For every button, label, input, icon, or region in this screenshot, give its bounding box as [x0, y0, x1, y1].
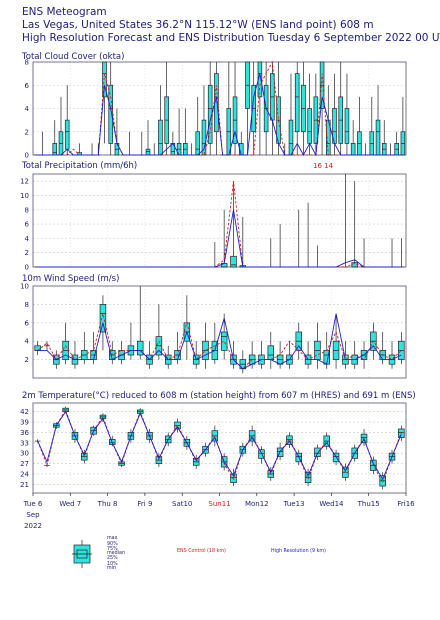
panel-title: 2m Temperature(°C) reduced to 608 m (sta…: [22, 391, 416, 401]
y-tick-label: 42: [20, 408, 29, 416]
y-tick-label: 39: [20, 419, 29, 427]
x-day-label: Thu 8: [97, 500, 118, 508]
y-tick-label: 8: [25, 206, 29, 214]
ens-box: [267, 345, 275, 360]
ens-box: [158, 119, 163, 156]
panel-3: 10m Wind Speed (m/s) 2 4 6 8 10: [20, 274, 407, 379]
y-tick-label: 8: [25, 59, 29, 67]
panel-2: Total Precipitation (mm/6h) 0 2 4 6 8 10 12 16 1…: [20, 161, 407, 272]
hres-line: [37, 209, 402, 268]
ens-box: [195, 131, 201, 156]
panel-frame: [32, 285, 407, 379]
y-tick-label: 10: [20, 192, 29, 200]
forecast-line: High Resolution Forecast and ENS Distrib…: [22, 32, 440, 44]
ens-box: [230, 255, 237, 268]
ens-box: [350, 143, 356, 156]
panel-4: 2m Temperature(°C) reduced to 608 m (sta…: [20, 391, 416, 494]
legend-label: max: [107, 536, 118, 541]
y-tick-label: 6: [25, 82, 30, 90]
ens-box: [99, 304, 107, 333]
y-tick-label: 6: [25, 319, 30, 327]
panel-frame: [32, 61, 407, 156]
ens-box: [136, 340, 144, 356]
x-day-label: Thu15: [357, 500, 380, 508]
ens-box: [145, 148, 151, 156]
ens-control-line: [37, 313, 402, 370]
ens-box: [314, 447, 321, 458]
legend-label: 10%: [107, 561, 118, 567]
y-tick-label: 2: [25, 249, 29, 257]
hres-line: [36, 73, 403, 157]
ens-box: [34, 345, 41, 351]
x-day-label: Wed 7: [59, 500, 81, 508]
x-day-label: Tue 6: [23, 500, 43, 508]
ens-box: [64, 119, 70, 150]
ens-box: [220, 331, 228, 351]
hres-line: [37, 313, 402, 370]
ens-box: [344, 108, 350, 144]
x-month-label: Sep: [26, 511, 40, 519]
y-tick-label: 21: [20, 481, 29, 489]
legend-label: 75%: [107, 546, 118, 552]
location-line: Las Vegas, United States 36.2°N 115.12°W…: [22, 19, 374, 31]
panel-title: Total Cloud Cover (okta): [21, 52, 124, 62]
ens-box: [351, 262, 358, 268]
y-tick-label: 2: [25, 128, 29, 136]
ens-box: [288, 119, 294, 156]
panel-1: Total Cloud Cover (okta) 0 2 4 6 8: [21, 52, 407, 160]
y-tick-label: 27: [20, 460, 29, 468]
x-day-label: Wed14: [319, 500, 344, 508]
y-tick-label: 33: [20, 439, 29, 447]
y-tick-label: 36: [20, 429, 29, 437]
ens-box: [307, 108, 312, 144]
y-tick-label: 6: [25, 221, 30, 229]
legend-hres-label: High Resolution (9 km): [271, 548, 326, 554]
y-tick-label: 0: [25, 264, 29, 272]
legend-label: 25%: [107, 555, 118, 561]
meteogram-title: ENS Meteogram: [22, 6, 107, 18]
y-tick-label: 4: [25, 338, 30, 346]
legend-control-label: ENS Control (18 km): [177, 548, 226, 554]
legend-label: 90%: [107, 541, 118, 547]
y-tick-label: 2: [25, 356, 29, 364]
ens-box: [332, 452, 340, 463]
ens-box: [286, 435, 293, 445]
ens-box: [230, 473, 237, 483]
ens-control-line: [37, 408, 402, 484]
y-tick-label: 12: [20, 178, 29, 186]
y-tick-label: 8: [25, 301, 29, 309]
y-tick-label: 10: [20, 283, 29, 291]
y-tick-label: 24: [20, 470, 29, 478]
x-day-label: Mon12: [245, 500, 269, 508]
legend-label: min: [107, 565, 116, 571]
y-tick-label: 0: [25, 152, 29, 160]
hres-line: [37, 410, 402, 481]
x-day-label: Fri16: [397, 500, 415, 508]
y-tick-label: 4: [25, 235, 30, 243]
panel-title: 10m Wind Speed (m/s): [22, 274, 119, 284]
precip-overflow-annotation: 16 14: [313, 162, 334, 170]
panel-frame: [32, 173, 407, 268]
ens-box: [294, 73, 300, 133]
x-day-label: Sun11: [208, 500, 230, 508]
panel-title: Total Precipitation (mm/6h): [21, 161, 137, 171]
x-day-label: Tue13: [283, 500, 305, 508]
x-year-label: 2022: [24, 522, 42, 530]
ens-box: [201, 119, 207, 156]
ens-box: [375, 119, 381, 156]
ens-box: [52, 143, 58, 156]
y-tick-label: 30: [20, 450, 29, 458]
x-day-label: Fri 9: [137, 500, 152, 508]
legend-label: median: [107, 550, 125, 556]
y-tick-label: 4: [25, 105, 30, 113]
x-day-label: Sat10: [172, 500, 192, 508]
